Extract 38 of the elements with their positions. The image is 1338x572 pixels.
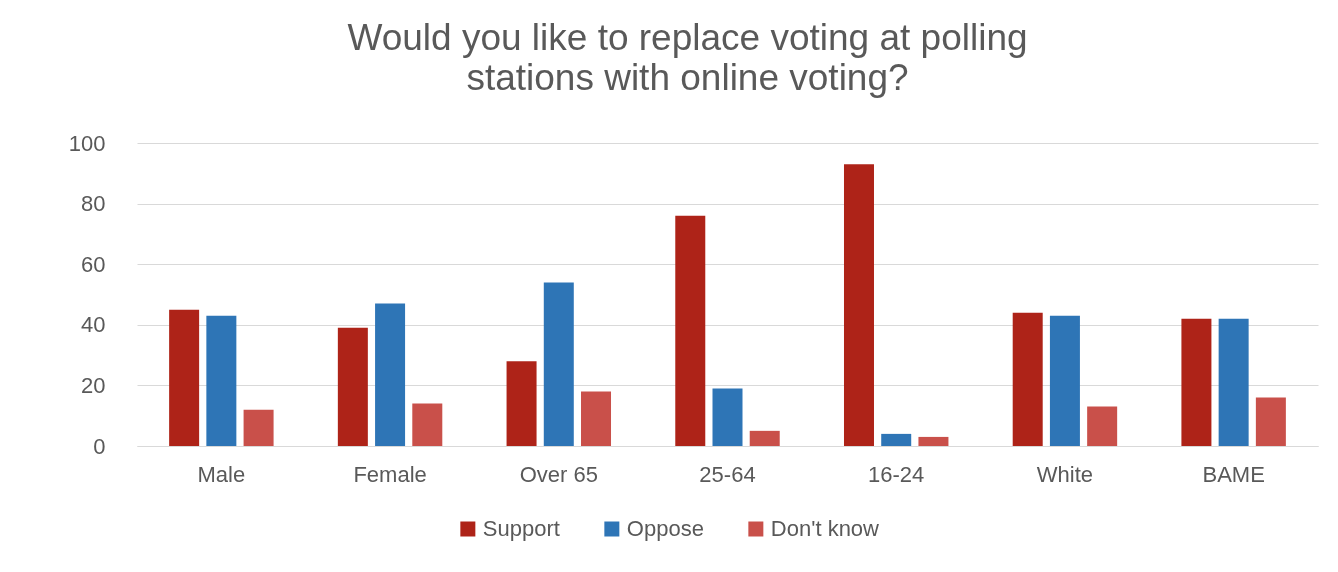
chart-title: Would you like to replace voting at polling stations with online voting? xyxy=(347,17,1028,98)
bar xyxy=(243,409,274,446)
bar xyxy=(1012,312,1043,446)
bar xyxy=(843,164,874,446)
bar xyxy=(749,430,780,446)
bar xyxy=(712,388,743,446)
x-tick-label: White xyxy=(1036,461,1094,487)
bar xyxy=(337,327,368,446)
y-tick-label: 80 xyxy=(81,191,106,217)
y-tick-label: 100 xyxy=(68,130,106,156)
bar xyxy=(581,391,612,446)
bar xyxy=(412,403,443,446)
bar xyxy=(1218,318,1249,446)
y-tick-label: 0 xyxy=(93,433,106,459)
x-tick-label: Female xyxy=(353,461,427,487)
x-tick-label: 25-64 xyxy=(699,461,756,487)
y-tick-label: 20 xyxy=(81,372,106,398)
bar xyxy=(881,433,912,446)
y-tick-label: 60 xyxy=(81,251,106,277)
x-tick-label: BAME xyxy=(1202,461,1265,487)
bar xyxy=(1181,318,1212,446)
y-tick-label: 40 xyxy=(81,312,106,338)
legend-label: Don't know xyxy=(770,516,880,541)
x-tick-label: Over 65 xyxy=(519,461,598,487)
x-tick-label: 16-24 xyxy=(868,461,925,487)
bar xyxy=(506,361,537,446)
bar xyxy=(1049,315,1080,446)
legend-label: Support xyxy=(482,516,560,541)
bar xyxy=(375,303,406,446)
bar xyxy=(169,309,200,446)
bar xyxy=(206,315,237,446)
x-tick-label: Male xyxy=(197,461,246,487)
bar xyxy=(1087,406,1118,446)
bar xyxy=(543,282,574,446)
legend-label: Oppose xyxy=(626,516,704,541)
bar xyxy=(918,436,949,446)
bar xyxy=(675,215,706,446)
bar xyxy=(1255,397,1286,446)
